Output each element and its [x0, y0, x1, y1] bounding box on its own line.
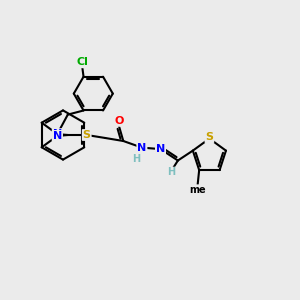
Text: H: H	[132, 154, 141, 164]
Text: N: N	[53, 131, 62, 141]
Text: O: O	[114, 116, 124, 126]
Text: N: N	[156, 144, 165, 154]
Text: N: N	[53, 129, 62, 139]
Text: S: S	[206, 132, 213, 142]
Text: N: N	[137, 142, 146, 153]
Text: H: H	[167, 167, 176, 178]
Text: me: me	[189, 185, 206, 195]
Text: S: S	[83, 130, 91, 140]
Text: Cl: Cl	[76, 57, 88, 67]
